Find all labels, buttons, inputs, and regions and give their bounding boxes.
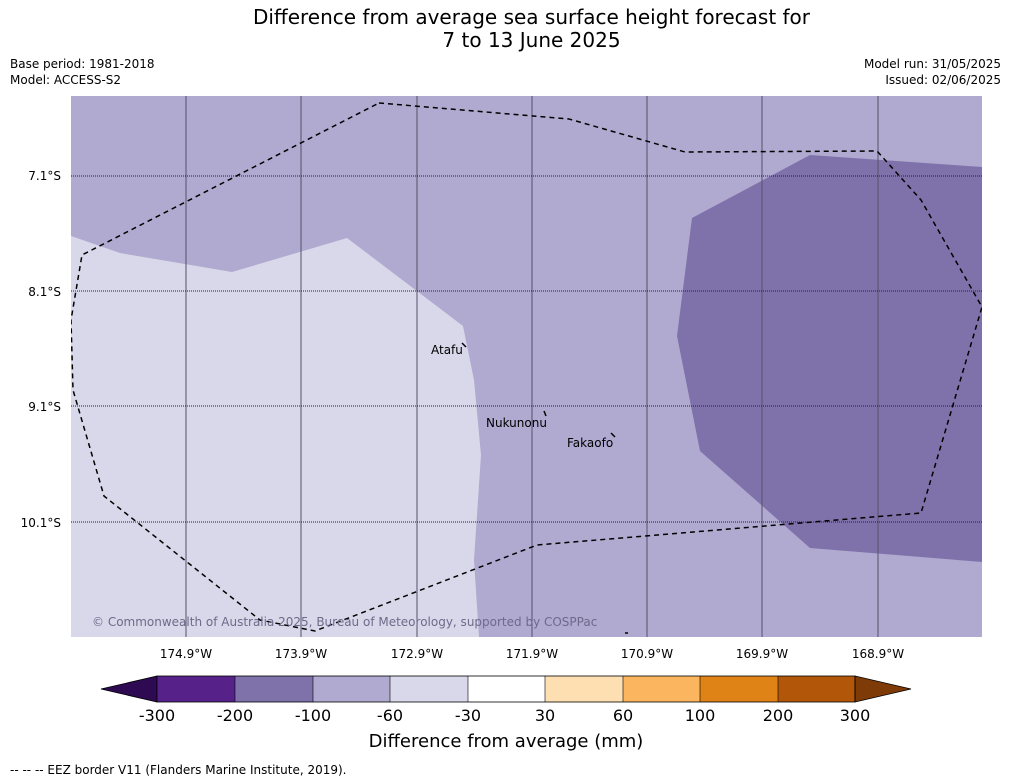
lat-label-7-1: 7.1°S xyxy=(28,169,61,183)
atafu-marker xyxy=(461,342,467,348)
colorbar-band-1 xyxy=(157,676,235,702)
lat-label-10-1: 10.1°S xyxy=(21,516,61,530)
map-title: Difference from average sea surface heig… xyxy=(0,6,1011,52)
colorbar: -300 -200 -100 -60 -30 30 60 100 200 300… xyxy=(100,675,912,752)
place-fakaofo: Fakaofo xyxy=(567,436,613,450)
meta-left: Base period: 1981-2018 Model: ACCESS-S2 xyxy=(10,56,155,88)
colorbar-band-3 xyxy=(313,676,390,702)
lon-label-171-9: 171.9°W xyxy=(506,647,558,661)
colorbar-band-5 xyxy=(468,676,545,702)
fakaofo-marker xyxy=(610,432,616,438)
title-line-2: 7 to 13 June 2025 xyxy=(442,28,621,52)
lat-label-9-1: 9.1°S xyxy=(28,400,61,414)
colorbar-tick-100: 100 xyxy=(685,706,716,725)
map-panel: Atafu Nukunonu Fakaofo © Commonwealth of… xyxy=(71,96,982,637)
place-atafu: Atafu xyxy=(431,343,463,357)
base-period-text: Base period: 1981-2018 xyxy=(10,57,155,71)
model-text: Model: ACCESS-S2 xyxy=(10,73,122,87)
meridian-lines xyxy=(185,96,879,637)
colorbar-band-2 xyxy=(235,676,313,702)
eez-legend-footer: -- -- -- EEZ border V11 (Flanders Marine… xyxy=(10,763,347,777)
lon-label-169-9: 169.9°W xyxy=(736,647,788,661)
colorbar-tick-minus-100: -100 xyxy=(295,706,331,725)
region-minus-60-to-minus-30 xyxy=(71,236,481,637)
place-nukunonu: Nukunonu xyxy=(486,416,547,430)
colorbar-tick-minus-200: -200 xyxy=(217,706,253,725)
colorbar-tick-minus-30: -30 xyxy=(455,706,481,725)
colorbar-tick-300: 300 xyxy=(840,706,871,725)
region-minus-200-to-minus-100 xyxy=(677,155,982,562)
meta-right: Model run: 31/05/2025 Issued: 02/06/2025 xyxy=(864,56,1001,88)
lon-label-168-9: 168.9°W xyxy=(852,647,904,661)
colorbar-outline xyxy=(156,675,856,703)
lon-label-173-9: 173.9°W xyxy=(275,647,327,661)
colorbar-band-8 xyxy=(700,676,778,702)
colorbar-band-6 xyxy=(545,676,623,702)
model-run-text: Model run: 31/05/2025 xyxy=(863,57,1001,71)
colorbar-band-4 xyxy=(390,676,468,702)
colorbar-extend-high xyxy=(854,675,912,703)
lon-label-170-9: 170.9°W xyxy=(621,647,673,661)
colorbar-tick-200: 200 xyxy=(763,706,794,725)
lat-label-8-1: 8.1°S xyxy=(28,285,61,299)
nukunonu-marker xyxy=(543,410,547,417)
colorbar-band-7 xyxy=(623,676,700,702)
lon-label-174-9: 174.9°W xyxy=(160,647,212,661)
colorbar-band-9 xyxy=(778,676,855,702)
colorbar-tick-30: 30 xyxy=(535,706,555,725)
lon-label-172-9: 172.9°W xyxy=(391,647,443,661)
colorbar-label: Difference from average (mm) xyxy=(369,731,644,752)
colorbar-extend-low xyxy=(100,675,158,703)
copyright-text: © Commonwealth of Australia 2025, Bureau… xyxy=(92,615,597,629)
colorbar-tick-minus-300: -300 xyxy=(139,706,175,725)
colorbar-tick-60: 60 xyxy=(613,706,633,725)
colorbar-tick-minus-60: -60 xyxy=(377,706,403,725)
issued-text: Issued: 02/06/2025 xyxy=(885,73,1001,87)
colorbar-dividers xyxy=(234,676,779,702)
title-line-1: Difference from average sea surface heig… xyxy=(252,5,811,29)
